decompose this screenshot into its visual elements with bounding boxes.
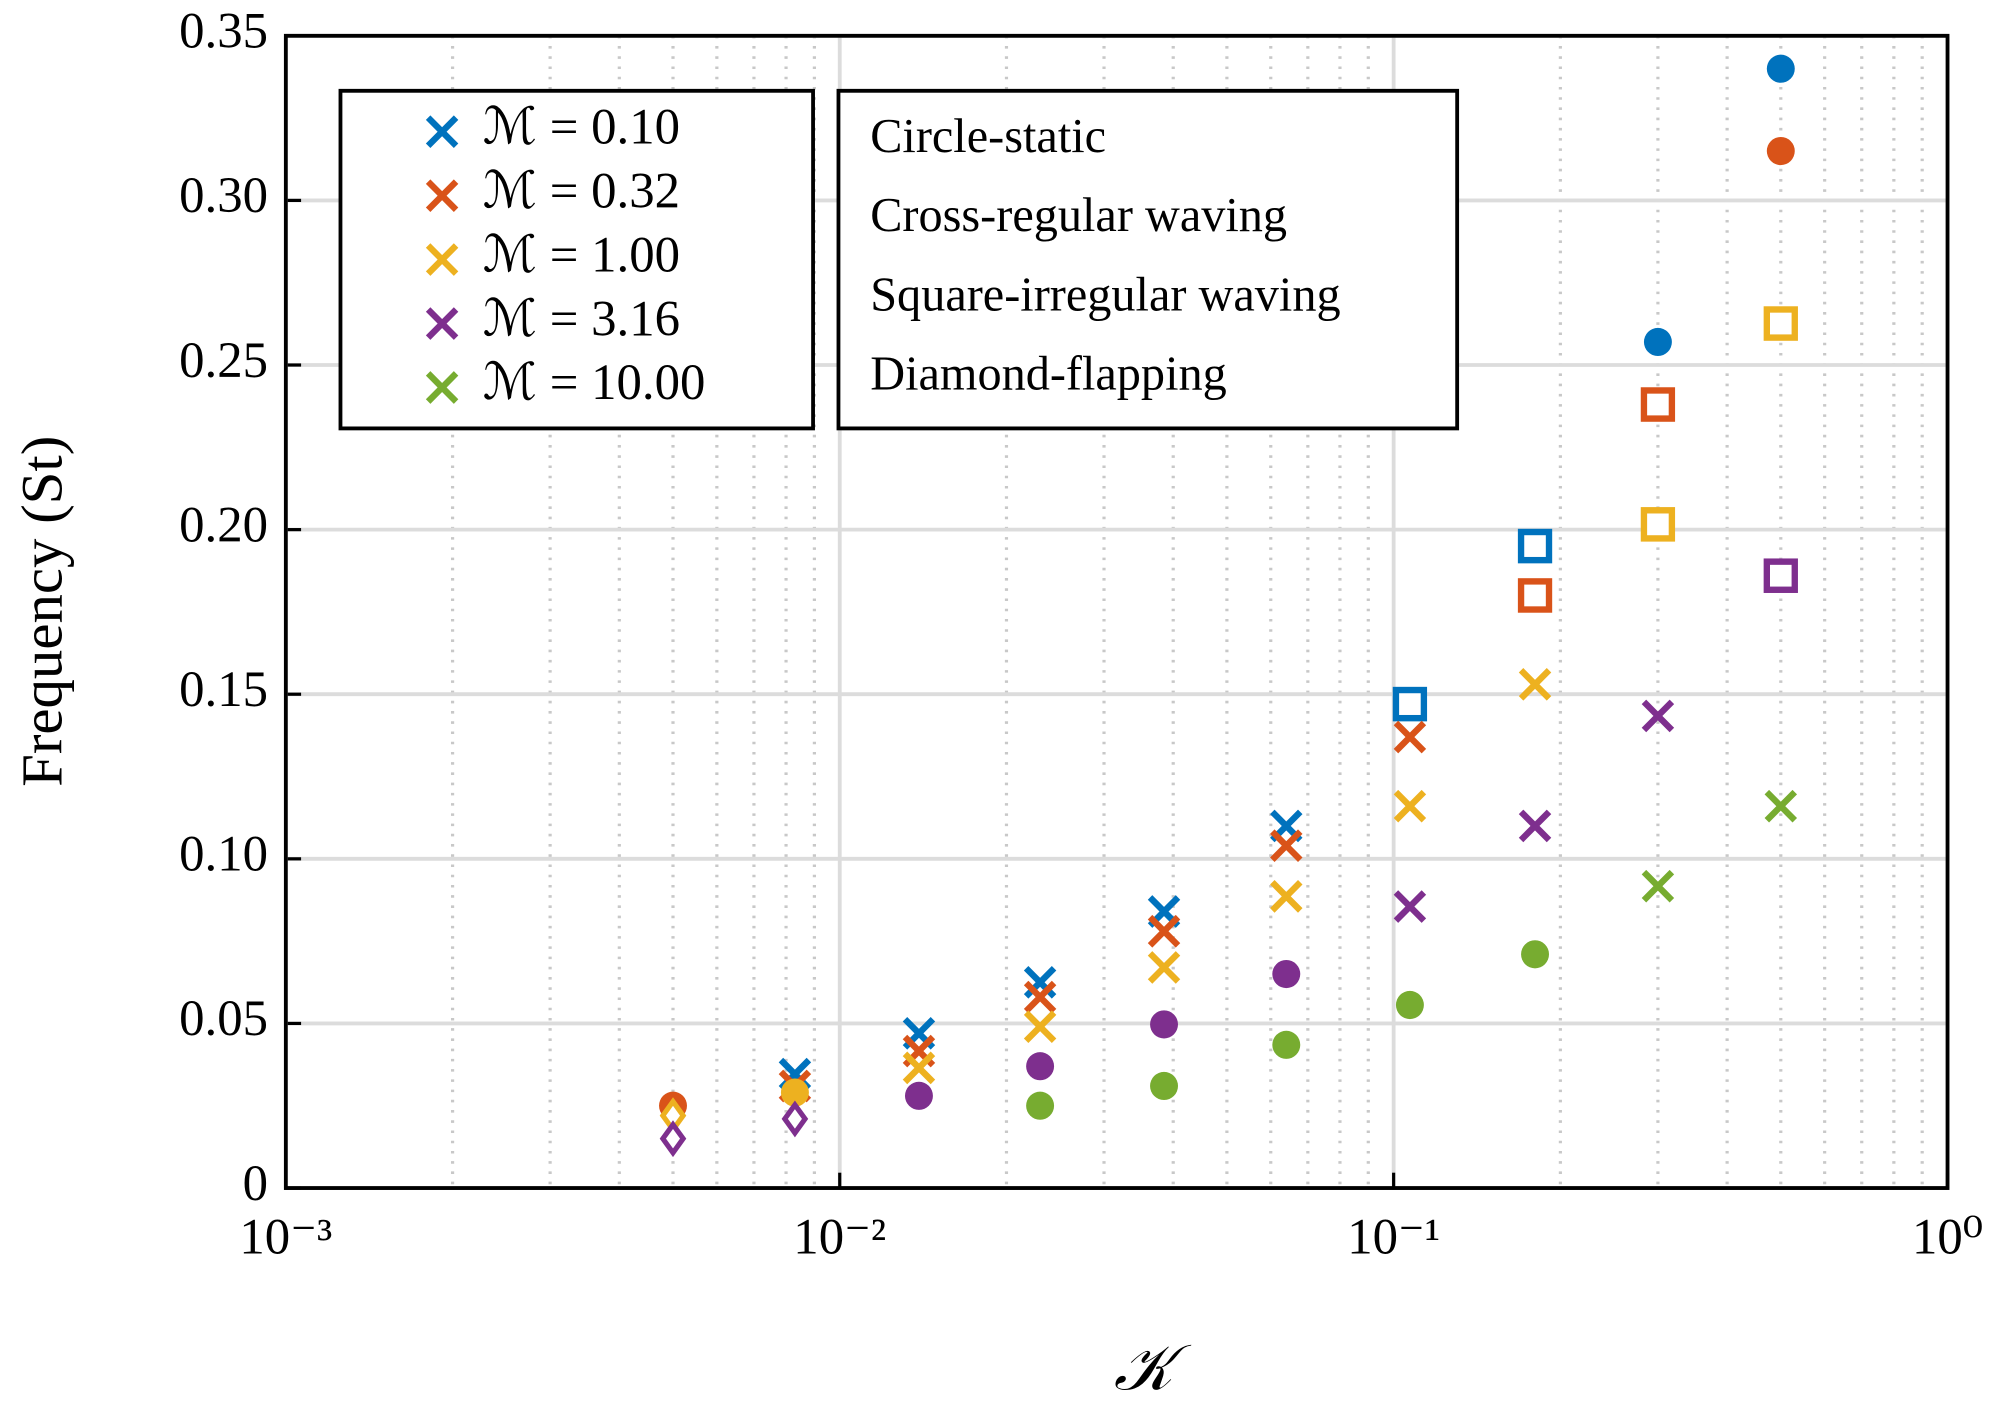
- point: [1640, 507, 1676, 542]
- y-tick-label: 0.20: [179, 497, 268, 553]
- marker-legend-label: Square-irregular waving: [870, 268, 1340, 321]
- point: [659, 1120, 687, 1158]
- point: [1393, 890, 1427, 923]
- x-tick-label: 10⁻²: [793, 1209, 886, 1265]
- point: [1272, 959, 1301, 989]
- point: [1518, 668, 1552, 701]
- point: [1641, 869, 1675, 903]
- point: [1640, 387, 1676, 422]
- legend-marker: [425, 179, 459, 212]
- point: [1766, 136, 1795, 166]
- point: [781, 1100, 809, 1138]
- marker-legend-box: [836, 88, 1460, 431]
- point: [1393, 720, 1427, 754]
- legend-box: [338, 88, 815, 431]
- y-tick-label: 0.25: [179, 333, 268, 389]
- point: [1517, 578, 1553, 613]
- point: [1026, 1091, 1055, 1120]
- point: [1763, 558, 1798, 593]
- x-tick-label: 10⁰: [1912, 1209, 1983, 1265]
- y-tick-label: 0.35: [179, 3, 268, 59]
- point: [1643, 327, 1672, 357]
- point: [1395, 990, 1424, 1020]
- point: [1766, 54, 1795, 83]
- x-tick-label: 10⁻³: [239, 1209, 332, 1265]
- point: [1147, 914, 1181, 948]
- point: [1518, 809, 1552, 843]
- point: [1270, 880, 1303, 913]
- point: [780, 1078, 809, 1107]
- point: [1764, 789, 1798, 823]
- point: [1147, 951, 1181, 984]
- marker-legend-label: Diamond-flapping: [870, 348, 1227, 401]
- point: [1392, 686, 1428, 722]
- y-tick-label: 0.10: [179, 826, 268, 882]
- marker-legend-label: Circle-static: [870, 110, 1106, 163]
- y-tick-label: 0.05: [179, 991, 268, 1047]
- point: [1521, 940, 1550, 969]
- point: [1150, 1010, 1178, 1039]
- legend-label: ℳ = 3.16: [483, 291, 680, 347]
- point: [1270, 829, 1303, 862]
- point: [902, 1051, 936, 1085]
- y-tick-label: 0: [243, 1156, 268, 1212]
- point: [1150, 1071, 1178, 1101]
- legend-label: ℳ = 0.32: [483, 163, 680, 219]
- point: [1023, 1010, 1057, 1044]
- point: [1763, 306, 1798, 341]
- y-tick-label: 0.30: [179, 168, 268, 224]
- point: [1641, 699, 1675, 733]
- legend-marker: [425, 371, 459, 404]
- y-tick-label: 0.15: [179, 662, 268, 718]
- legend-label: ℳ = 0.10: [483, 99, 680, 155]
- point: [1026, 1052, 1055, 1081]
- point: [1272, 1030, 1301, 1059]
- legend-label: ℳ = 1.00: [483, 227, 680, 283]
- marker-legend-label: Cross-regular waving: [870, 189, 1287, 242]
- plot-frame: [283, 33, 1950, 1190]
- y-axis-label: Frequency (St): [10, 436, 75, 787]
- point: [1517, 528, 1553, 564]
- point: [1393, 789, 1427, 823]
- point: [1023, 980, 1057, 1014]
- legend-label: ℳ = 10.00: [483, 355, 706, 411]
- legend-marker: [425, 115, 459, 149]
- legend-marker: [425, 307, 459, 340]
- point: [904, 1081, 933, 1110]
- x-tick-label: 10⁻¹: [1347, 1209, 1440, 1265]
- legend-marker: [425, 243, 459, 276]
